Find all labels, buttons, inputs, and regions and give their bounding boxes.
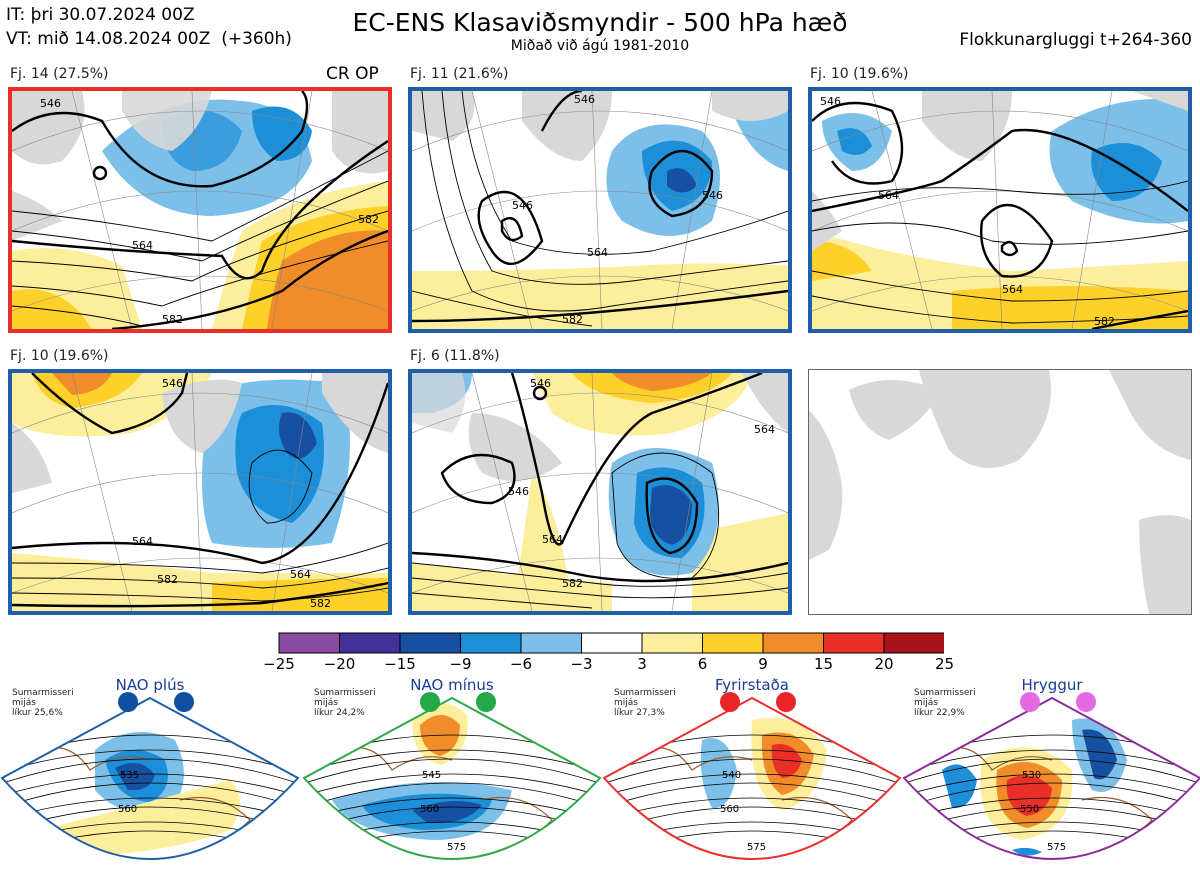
contour-label: 546 [820,95,841,108]
contour-label: 546 [530,377,551,390]
contour-label: 546 [512,199,533,212]
regime-title: NAO plús [115,676,185,694]
cluster-map-3[interactable]: 546 564 564 582 [808,87,1192,333]
colorbar-swatch [460,632,522,654]
regime-contour-label: 550 [1020,804,1039,815]
anomaly-colorbar [278,632,944,654]
colorbar-tick-label: −15 [384,655,416,673]
regime-title: Fyrirstaða [715,676,789,694]
regime-probability-note: Sumarmisseri mijás líkur 24,2% [314,688,376,718]
contour-label: 546 [702,189,723,202]
colorbar-tick-label: 25 [934,655,955,673]
regime-title: Hryggur [1021,676,1083,694]
regime-contour-label: 560 [420,804,439,815]
regime-dot [720,692,740,712]
panel-5-label: Fj. 6 (11.8%) [410,348,500,364]
contour-label: 546 [40,97,61,110]
regime-map: 540 560 575 [602,696,902,860]
regime-probability-note: Sumarmisseri mijás líkur 27,3% [614,688,676,718]
panel-4-label: Fj. 10 (19.6%) [10,348,109,364]
panel-1-tag: CR OP [326,64,379,84]
valid-time: VT: mið 14.08.2024 00Z (+360h) [6,29,292,49]
contour-label: 564 [132,239,153,252]
regime-dot [174,692,194,712]
colorbar-swatch [520,632,582,654]
contour-label: 564 [587,246,608,259]
regime-map: 530 550 575 [902,696,1200,860]
regime-map: 545 560 575 [302,696,602,860]
regime-map: 535 560 [0,696,300,860]
cluster-map-1[interactable]: 546 564 582 582 [8,87,392,333]
colorbar-tick-label: −6 [509,655,533,673]
contour-label: 546 [574,93,595,106]
colorbar-tick-label: 3 [637,655,647,673]
regime-contour-label: 535 [120,770,139,781]
regime-dot [118,692,138,712]
contour-label: 564 [1002,283,1023,296]
colorbar-tick-label: −3 [570,655,593,673]
regime-dot [420,692,440,712]
cluster-map-2[interactable]: 546 546 564 582 546 [408,87,792,333]
regime-probability-note: Sumarmisseri mijás líkur 25,6% [12,688,74,718]
regime-contour-label: 575 [747,842,766,853]
regime-contour-label: 575 [1047,842,1066,853]
colorbar-swatch [278,632,340,654]
colorbar-tick-label: 20 [874,655,894,673]
contour-label: 564 [878,189,899,202]
cluster-map-4[interactable]: 546 564 564 582 582 [8,369,392,615]
contour-label: 582 [1094,315,1115,328]
regime-contour-label: 540 [722,770,741,781]
panel-2-label: Fj. 11 (21.6%) [410,66,509,82]
contour-label: 582 [157,573,178,586]
colorbar-swatch [399,632,461,654]
page-subtitle: Miðað við ágú 1981-2010 [510,38,690,54]
colorbar-swatch [883,632,944,654]
contour-label: 546 [508,485,529,498]
contour-label: 582 [162,313,183,326]
colorbar-tick-label: 6 [697,655,708,673]
regime-contour-label: 560 [118,804,137,815]
regime-contour-label: 560 [720,804,739,815]
contour-label: 564 [290,568,311,581]
regime-dot [1076,692,1096,712]
colorbar-swatch [581,632,643,654]
colorbar-tick-label: 9 [758,655,768,673]
contour-label: 564 [754,423,775,436]
regime-contour-label: 575 [447,842,466,853]
page-title: EC-ENS Klasaviðsmyndir - 500 hPa hæð [352,8,848,37]
regime-dot [476,692,496,712]
colorbar-swatch [823,632,885,654]
regime-probability-note: Sumarmisseri mijás líkur 22,9% [914,688,976,718]
panel-3-label: Fj. 10 (19.6%) [810,66,909,82]
contour-label: 546 [162,377,183,390]
colorbar-swatch [702,632,764,654]
regime-dot [1020,692,1040,712]
classification-window: Flokkunargluggi t+264-360 [959,30,1192,50]
colorbar-tick-label: −20 [323,655,356,673]
regime-dot [776,692,796,712]
contour-label: 564 [132,535,153,548]
panel-1-label: Fj. 14 (27.5%) [10,66,109,82]
regime-contour-label: 530 [1022,770,1041,781]
colorbar-swatch [641,632,703,654]
colorbar-tick-label: −9 [449,655,472,673]
init-time: IT: þri 30.07.2024 00Z [6,5,195,25]
colorbar-tick-label: 15 [813,655,834,673]
regime-contour-label: 545 [422,770,441,781]
contour-label: 564 [542,533,563,546]
empty-basemap [808,369,1192,615]
contour-label: 582 [562,313,583,326]
colorbar-swatch [762,632,824,654]
regime-title: NAO mínus [410,676,494,694]
colorbar-tick-label: −25 [263,655,295,673]
contour-label: 582 [310,597,331,610]
colorbar-swatch [339,632,401,654]
contour-label: 582 [562,577,583,590]
contour-label: 582 [358,213,379,226]
cluster-map-5[interactable]: 546 546 564 564 582 [408,369,792,615]
